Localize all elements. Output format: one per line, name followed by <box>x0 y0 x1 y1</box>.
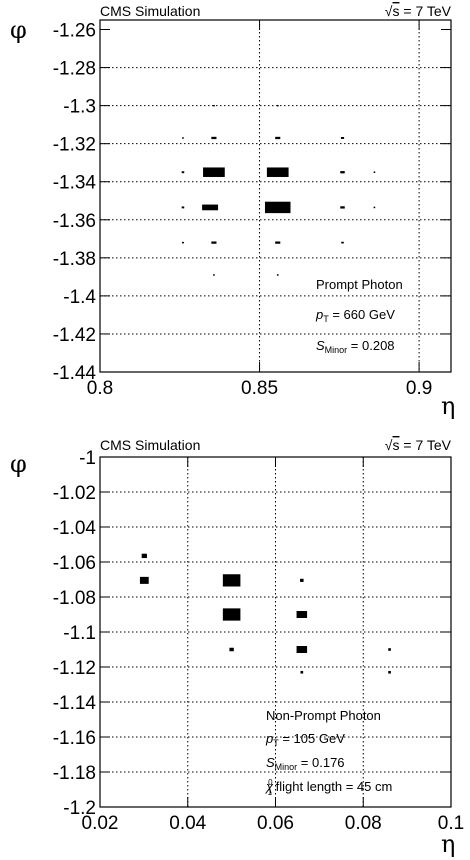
x-tick-label: 0.02 <box>82 813 119 834</box>
y-tick-label: -1.14 <box>53 693 97 714</box>
tick-layer <box>99 456 452 808</box>
y-axis-label: φ <box>10 450 27 478</box>
heatmap-cell <box>181 171 185 174</box>
header-left: CMS Simulation <box>100 437 200 453</box>
heatmap-cell <box>213 274 215 276</box>
heatmap-cell <box>388 670 391 674</box>
heatmap-cell <box>275 241 281 244</box>
y-tick-label: -1.4 <box>63 287 96 308</box>
heatmap-cell <box>296 611 308 618</box>
x-tick-label: 0.04 <box>169 813 206 834</box>
x-tick-labels: 0.02 0.04 0.06 0.08 0.1 <box>82 813 465 834</box>
heatmap-cell <box>139 576 149 584</box>
header-right: √s = 7 TeV <box>385 3 452 19</box>
energy-value: = 7 TeV <box>399 437 451 453</box>
heatmap-cell <box>296 646 308 653</box>
x-tick-label: 0.1 <box>438 813 464 834</box>
heatmap-cell <box>141 553 147 559</box>
y-tick-label: -1.08 <box>53 588 96 609</box>
annotation-sminor: SMinor = 0.176 <box>266 755 345 772</box>
sqrt-symbol: √ <box>385 3 393 19</box>
y-tick-labels: -1 -1.02 -1.04 -1.06 -1.08 -1.1 -1.12 -1.14 -1.1… <box>53 448 97 819</box>
y-tick-label: -1.26 <box>53 21 96 42</box>
y-tick-label: -1.04 <box>53 518 97 539</box>
y-tick-label: -1.32 <box>53 135 96 156</box>
heatmap-cell <box>340 171 345 174</box>
heatmap-cell <box>264 201 291 214</box>
heatmap-cell <box>275 136 281 140</box>
cell-layer <box>181 104 376 276</box>
y-tick-label: -1.28 <box>53 59 96 80</box>
y-tick-label: -1.16 <box>53 728 96 749</box>
sqrt-symbol: √ <box>385 437 393 453</box>
plot-frame <box>99 19 452 373</box>
y-tick-label: -1.44 <box>53 363 97 384</box>
y-tick-label: -1.2 <box>63 798 96 819</box>
annotation-pt: pT = 105 GeV <box>265 731 345 748</box>
annotation-flight-length: χ0 1 flight length = 45 cm <box>265 778 392 797</box>
annotation-title: Non-Prompt Photon <box>266 708 381 723</box>
heatmap-cell <box>222 608 241 621</box>
x-axis-label: η <box>441 392 455 420</box>
grid-layer <box>100 20 451 372</box>
x-tick-labels: 0.8 0.85 0.9 <box>87 378 433 399</box>
y-tick-labels: -1.26 -1.28 -1.3 -1.32 -1.34 -1.36 -1.38 -1.4 -1… <box>53 21 97 384</box>
heatmap-cell <box>300 670 304 674</box>
header-left: CMS Simulation <box>100 3 200 19</box>
y-tick-label: -1 <box>79 448 96 469</box>
heatmap-cell <box>222 574 241 587</box>
panel-non-prompt-photon: CMS Simulation √s = 7 TeV 0.02 0.04 0.06 0.… <box>10 437 464 858</box>
heatmap-cell <box>229 647 234 652</box>
grid-layer <box>100 457 451 807</box>
tick-layer <box>99 20 451 373</box>
header-right: √s = 7 TeV <box>385 437 452 453</box>
x-axis-label: η <box>441 830 455 858</box>
heatmap-cell <box>182 241 184 244</box>
heatmap-cell <box>213 104 215 107</box>
panel-prompt-photon: CMS Simulation √s = 7 TeV 0.8 0.85 0.9 -1.… <box>10 3 455 420</box>
heatmap-cell <box>276 274 279 276</box>
annotation-sminor: SMinor = 0.208 <box>316 338 395 355</box>
heatmap-cell <box>202 204 219 211</box>
cell-layer <box>139 553 391 674</box>
energy-s: s <box>392 437 399 453</box>
y-tick-label: -1.02 <box>53 483 96 504</box>
heatmap-cell <box>211 241 217 244</box>
y-tick-label: -1.3 <box>63 97 96 118</box>
x-tick-label: 0.08 <box>345 813 382 834</box>
heatmap-cell <box>300 578 304 582</box>
y-tick-label: -1.06 <box>53 553 96 574</box>
heatmap-cell <box>373 171 376 173</box>
annotation-pt: pT = 660 GeV <box>315 307 395 324</box>
heatmap-cell <box>181 206 185 209</box>
annotation-box: Prompt Photon pT = 660 GeV SMinor = 0.20… <box>315 277 403 355</box>
heatmap-cell <box>373 206 376 209</box>
y-tick-label: -1.42 <box>53 325 96 346</box>
annotation-box: Non-Prompt Photon pT = 105 GeV SMinor = … <box>265 708 392 797</box>
y-tick-label: -1.1 <box>63 623 96 644</box>
x-tick-label: 0.8 <box>87 378 113 399</box>
heatmap-cell <box>340 137 345 139</box>
heatmap-cell <box>211 136 217 140</box>
y-tick-label: -1.34 <box>53 173 97 194</box>
energy-s: s <box>392 3 399 19</box>
heatmap-cell <box>203 167 225 177</box>
heatmap-cell <box>182 137 184 139</box>
x-tick-label: 0.9 <box>406 378 432 399</box>
y-tick-label: -1.18 <box>53 763 96 784</box>
y-tick-label: -1.38 <box>53 249 96 270</box>
heatmap-cell <box>341 241 344 244</box>
energy-value: = 7 TeV <box>399 3 451 19</box>
y-tick-label: -1.12 <box>53 658 96 679</box>
x-tick-label: 0.85 <box>241 378 278 399</box>
heatmap-cell <box>277 104 279 107</box>
y-axis-label: φ <box>10 16 27 44</box>
heatmap-cell <box>340 206 345 209</box>
y-tick-label: -1.36 <box>53 211 96 232</box>
annotation-title: Prompt Photon <box>316 277 403 292</box>
heatmap-cell <box>266 167 289 177</box>
x-tick-label: 0.06 <box>257 813 294 834</box>
heatmap-cell <box>388 648 391 651</box>
